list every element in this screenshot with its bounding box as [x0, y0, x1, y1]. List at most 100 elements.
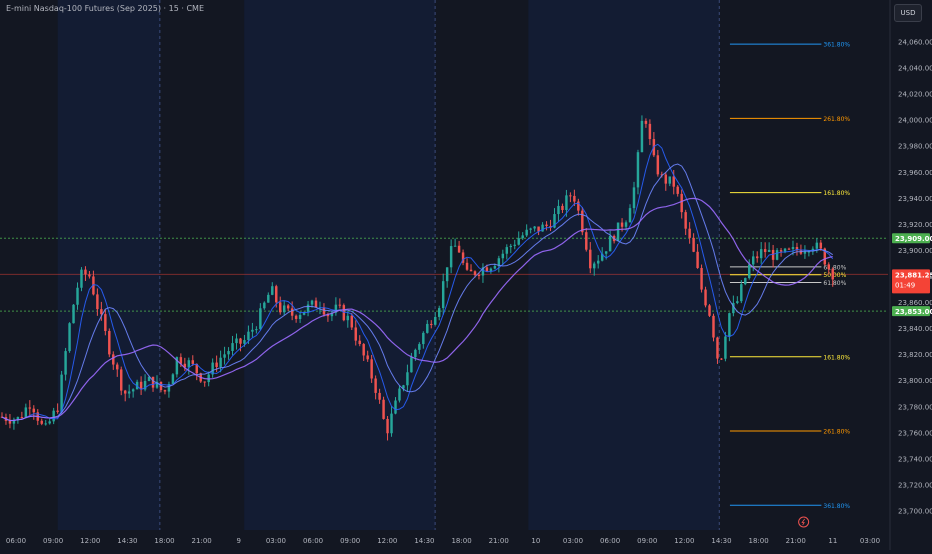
candle-body [469, 269, 473, 272]
candle-body [100, 309, 103, 315]
candle-body [561, 205, 564, 211]
candle-body [565, 195, 568, 211]
candle-body [553, 214, 556, 228]
candle-body [724, 336, 727, 359]
candle-body [763, 249, 767, 253]
candle-body [759, 249, 763, 259]
candle-body [497, 258, 501, 267]
fib-level-label: 361.80% [823, 503, 850, 510]
candle-body [338, 304, 342, 306]
x-tick-label: 12:00 [80, 537, 100, 545]
candle-body [787, 248, 791, 250]
candle-body [76, 287, 79, 305]
candle-body [748, 264, 751, 279]
candle-body [402, 385, 405, 389]
candle-body [302, 311, 306, 315]
x-tick-label: 18:00 [451, 537, 471, 545]
x-tick-label: 03:00 [266, 537, 286, 545]
candle-body [720, 358, 723, 360]
candle-body [445, 267, 449, 282]
candle-body [290, 308, 294, 316]
candle-body [481, 267, 485, 276]
candle-body [370, 359, 373, 379]
candle-body [314, 300, 318, 308]
ma-fast-line [1, 143, 834, 422]
y-tick-label: 23,700.00 [898, 507, 932, 515]
candle-body [453, 245, 457, 247]
y-tick-label: 23,900.00 [898, 247, 932, 255]
candle-body [227, 351, 230, 355]
candle-body [541, 224, 544, 232]
candle-body [688, 228, 691, 238]
price-level-label: 23,881.25 [895, 271, 932, 279]
candle-body [322, 307, 326, 315]
price-level-label: 23,853.00 [895, 308, 932, 316]
x-tick-label: 21:00 [192, 537, 212, 545]
candle-body [155, 381, 159, 388]
candle-body [187, 360, 191, 368]
candle-body [485, 267, 489, 272]
candle-body [326, 314, 330, 317]
candle-body [422, 332, 425, 345]
candle-body [783, 248, 787, 252]
candle-body [143, 380, 147, 390]
candle-body [84, 269, 87, 275]
candle-body [493, 266, 497, 269]
candle-body [306, 304, 310, 312]
candle-body [167, 384, 171, 392]
y-tick-label: 23,740.00 [898, 455, 932, 463]
candle-body [108, 330, 111, 355]
x-tick-label: 12:00 [377, 537, 397, 545]
candle-body [191, 360, 195, 364]
y-tick-label: 24,060.00 [898, 39, 932, 47]
candle-body [740, 284, 743, 302]
candle-body [752, 256, 755, 265]
candle-body [716, 337, 719, 359]
countdown-label: 01:49 [895, 281, 915, 289]
candle-body [708, 305, 711, 316]
candle-body [374, 378, 377, 393]
candle-body [179, 357, 183, 364]
candle-body [585, 232, 588, 250]
candle-body [382, 399, 385, 419]
candle-body [251, 329, 254, 332]
candle-body [286, 305, 290, 309]
candle-body [569, 195, 572, 197]
candle-body [203, 381, 206, 383]
y-tick-label: 23,960.00 [898, 169, 932, 177]
candle-body [60, 374, 63, 412]
candle-body [211, 362, 214, 375]
candle-body [239, 338, 242, 344]
candle-body [441, 281, 445, 309]
flash-icon [798, 516, 810, 528]
currency-button[interactable]: USD [894, 4, 922, 22]
candle-body [644, 120, 648, 124]
candle-body [235, 338, 238, 344]
candle-body [48, 421, 51, 424]
candle-body [473, 271, 477, 276]
candle-body [28, 407, 32, 409]
x-tick-label: 09:00 [43, 537, 63, 545]
price-level-tag [892, 269, 930, 294]
flash-icon-bolt [801, 518, 805, 526]
candle-body [775, 250, 779, 260]
candle-body [346, 315, 350, 321]
candle-body [52, 410, 55, 422]
candle-body [732, 303, 735, 314]
candle-body [700, 267, 703, 290]
candle-body [767, 249, 771, 253]
candle-body [704, 289, 707, 306]
candle-body [243, 340, 246, 344]
candle-body [259, 308, 262, 330]
y-tick-label: 24,040.00 [898, 65, 932, 73]
candle-body [620, 222, 624, 227]
candle-body [461, 252, 465, 263]
candle-body [521, 235, 524, 239]
candle-body [755, 256, 759, 259]
candle-body [147, 376, 151, 381]
candle-body [414, 349, 417, 358]
candle-body [636, 152, 640, 188]
candle-body [88, 274, 91, 277]
